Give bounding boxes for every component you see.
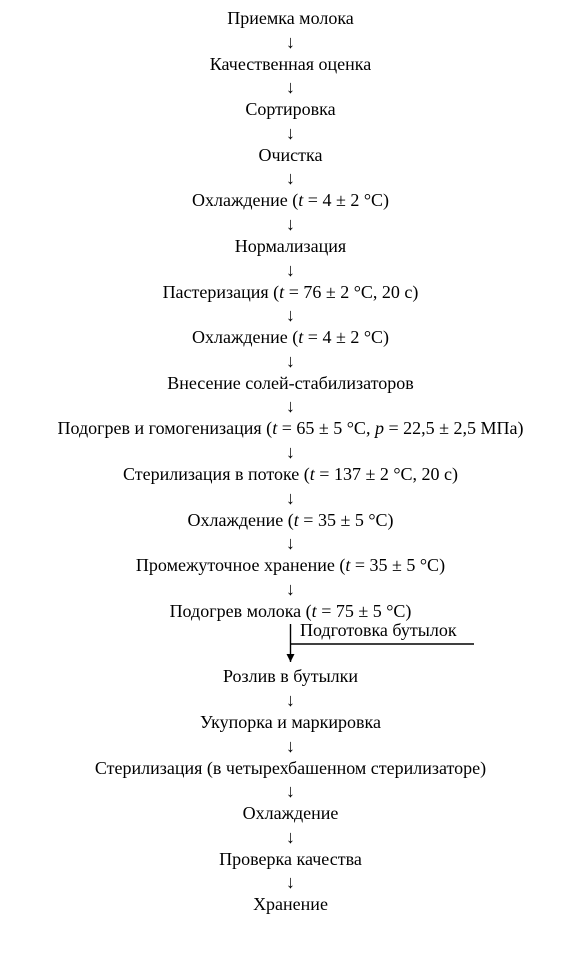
flow-arrow: ↓	[286, 873, 295, 891]
flow-step: Розлив в бутылки	[223, 666, 358, 688]
flow-arrow: ↓	[286, 580, 295, 598]
flow-step: Сортировка	[245, 99, 335, 121]
flow-step: Стерилизация в потоке (t = 137 ± 2 °C, 2…	[123, 464, 458, 486]
flow-step: Очистка	[258, 145, 322, 167]
flow-arrow: ↓	[286, 737, 295, 755]
flow-step: Пастеризация (t = 76 ± 2 °C, 20 c)	[163, 282, 419, 304]
flow-step: Охлаждение (t = 35 ± 5 °C)	[187, 510, 393, 532]
flow-step: Охлаждение (t = 4 ± 2 °C)	[192, 190, 389, 212]
flow-arrow: ↓	[286, 33, 295, 51]
flow-arrow: ↓	[286, 489, 295, 507]
flow-arrow: ↓	[286, 261, 295, 279]
flow-step: Промежуточное хранение (t = 35 ± 5 °C)	[136, 555, 445, 577]
flow-arrow: ↓	[286, 691, 295, 709]
flow-arrow: ↓	[286, 215, 295, 233]
flow-arrow: ↓	[286, 78, 295, 96]
flow-step: Нормализация	[235, 236, 346, 258]
flow-step: Охлаждение	[243, 803, 339, 825]
flow-arrow: ↓	[286, 828, 295, 846]
flow-arrow: ↓	[286, 352, 295, 370]
flow-step: Приемка молока	[227, 8, 354, 30]
flow-step: Подогрев и гомогенизация (t = 65 ± 5 °C,…	[58, 418, 524, 440]
flow-step: Стерилизация (в четырехбашенном стерилиз…	[95, 758, 486, 780]
flowchart-container: Приемка молока ↓ Качественная оценка ↓ Сорти…	[0, 0, 581, 916]
flow-step: Проверка качества	[219, 849, 362, 871]
flow-arrow: ↓	[286, 443, 295, 461]
flow-step: Охлаждение (t = 4 ± 2 °C)	[192, 327, 389, 349]
flow-step: Хранение	[253, 894, 328, 916]
flow-step: Внесение солей-стабилизаторов	[167, 373, 414, 395]
flow-arrow: ↓	[286, 397, 295, 415]
flow-step: Качественная оценка	[210, 54, 372, 76]
flow-arrow: ↓	[286, 124, 295, 142]
flow-step: Укупорка и маркировка	[200, 712, 381, 734]
flow-step: Подогрев молока (t = 75 ± 5 °C)	[170, 601, 412, 623]
flow-arrow: ↓	[286, 169, 295, 187]
merge-connector: Подготовка бутылок	[0, 622, 581, 666]
flow-arrow: ↓	[286, 782, 295, 800]
flow-arrow: ↓	[286, 306, 295, 324]
flow-arrow: ↓	[286, 534, 295, 552]
